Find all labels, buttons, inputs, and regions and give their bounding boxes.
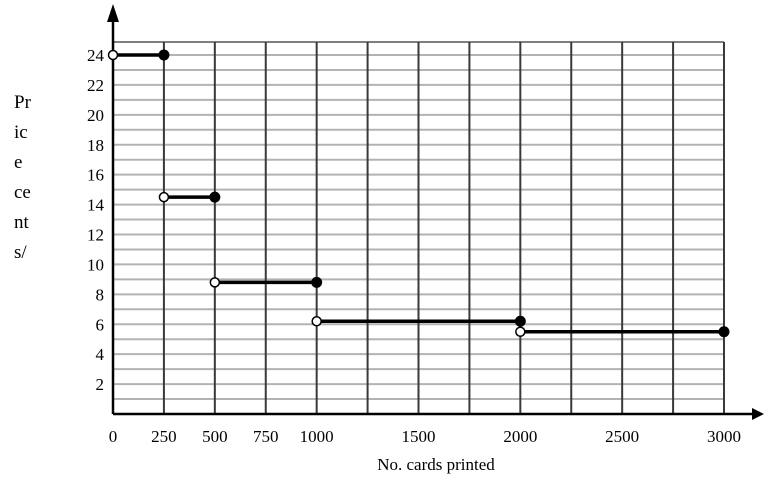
open-endpoint xyxy=(209,277,221,288)
x-tick-labels: 0 250 500 750 1000 1500 2000 2500 3000 xyxy=(109,427,741,446)
open-endpoint xyxy=(107,49,119,61)
segment-endpoints xyxy=(107,49,730,338)
x-axis-title: No. cards printed xyxy=(377,455,495,474)
y-tick-label: 16 xyxy=(87,166,104,185)
x-axis-arrow xyxy=(752,408,764,420)
y-axis-title-part: nt xyxy=(14,212,29,233)
y-tick-label: 20 xyxy=(87,106,104,125)
grid xyxy=(113,41,725,414)
x-tick-label: 750 xyxy=(253,427,279,446)
y-axis-title-part: ce xyxy=(14,182,31,203)
x-tick-label: 250 xyxy=(151,427,177,446)
y-tick-label: 10 xyxy=(87,255,104,274)
closed-endpoint xyxy=(209,191,221,203)
y-tick-label: 12 xyxy=(87,226,104,245)
open-endpoint xyxy=(515,326,526,337)
axes xyxy=(107,4,764,420)
y-axis-title-part: ic xyxy=(14,122,28,143)
y-axis-title-part: Pr xyxy=(14,92,31,113)
y-tick-label: 14 xyxy=(87,196,105,215)
closed-endpoint xyxy=(158,49,170,61)
y-axis-title-part: e xyxy=(14,152,23,173)
open-endpoint xyxy=(158,191,170,203)
y-tick-label: 22 xyxy=(87,76,104,95)
x-tick-label: 2500 xyxy=(605,427,639,446)
y-axis-title: Pr ic e ce nt s/ xyxy=(14,88,54,268)
x-tick-label: 1000 xyxy=(300,427,334,446)
y-axis-arrow xyxy=(107,4,119,22)
x-tick-label: 3000 xyxy=(707,427,741,446)
closed-endpoint xyxy=(718,326,730,338)
y-tick-label: 24 xyxy=(87,46,105,65)
closed-endpoint xyxy=(311,276,323,288)
open-endpoint xyxy=(311,316,322,327)
x-tick-label: 1500 xyxy=(402,427,436,446)
x-tick-label: 0 xyxy=(109,427,118,446)
y-tick-label: 8 xyxy=(96,285,105,304)
y-tick-label: 18 xyxy=(87,136,104,155)
closed-endpoint xyxy=(514,315,526,327)
x-tick-label: 500 xyxy=(202,427,228,446)
y-tick-label: 6 xyxy=(96,315,105,334)
x-tick-label: 2000 xyxy=(503,427,537,446)
y-tick-label: 2 xyxy=(96,375,105,394)
price-segments xyxy=(113,53,724,334)
y-tick-label: 4 xyxy=(96,345,105,364)
y-axis-title-part: s/ xyxy=(14,242,27,263)
